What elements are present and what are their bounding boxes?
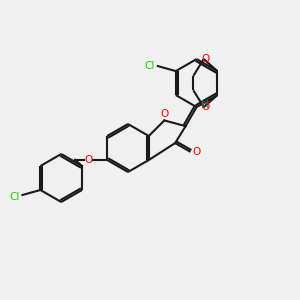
Text: O: O [202,102,210,112]
Text: O: O [84,155,92,165]
Text: O: O [160,110,169,119]
Text: Cl: Cl [145,61,155,71]
Text: H: H [201,100,208,110]
Text: O: O [192,147,201,157]
Text: O: O [202,54,210,64]
Text: Cl: Cl [9,192,20,202]
